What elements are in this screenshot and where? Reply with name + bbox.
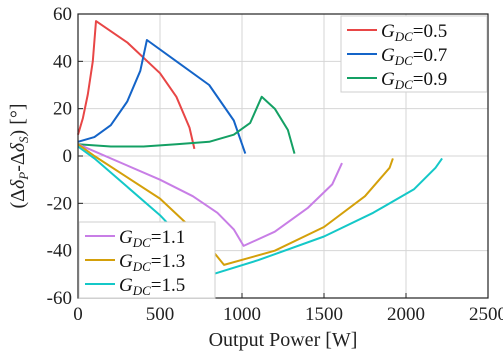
y-tick-label: 40 — [53, 51, 72, 72]
legend-label: GDC=1.5 — [119, 275, 185, 298]
series-line-1 — [77, 39, 247, 154]
legend-label: GDC=0.5 — [381, 21, 447, 44]
y-tick-label: -60 — [47, 288, 72, 309]
y-tick-label: -40 — [47, 241, 72, 262]
legend-label: GDC=1.1 — [119, 227, 185, 250]
x-tick-label: 500 — [146, 304, 175, 325]
series-line-2 — [77, 95, 296, 154]
legend-label: GDC=1.3 — [119, 251, 185, 274]
x-tick-label: 0 — [73, 304, 83, 325]
x-tick-label: 1500 — [305, 304, 343, 325]
series-line-4 — [77, 143, 394, 266]
y-tick-label: 20 — [53, 99, 72, 120]
y-tick-label: 0 — [63, 146, 73, 167]
legend-label: GDC=0.9 — [381, 69, 447, 92]
series-line-3 — [77, 143, 343, 247]
series-line-0 — [77, 20, 196, 150]
y-axis-title: (ΔδP-ΔδS) [°] — [7, 103, 31, 208]
x-axis-title: Output Power [W] — [209, 329, 358, 351]
legend-box — [78, 221, 216, 299]
x-tick-label: 2500 — [469, 304, 503, 325]
x-tick-label: 2000 — [387, 304, 425, 325]
legend-label: GDC=0.7 — [381, 45, 447, 68]
x-tick-label: 1000 — [223, 304, 261, 325]
y-tick-label: 60 — [53, 4, 72, 25]
y-tick-label: -20 — [47, 193, 72, 214]
